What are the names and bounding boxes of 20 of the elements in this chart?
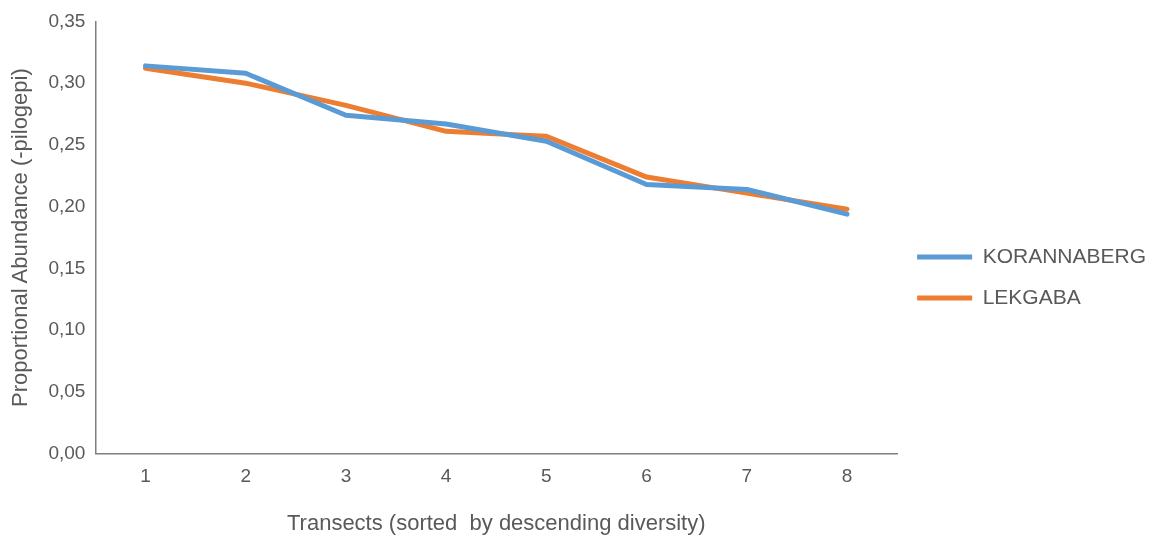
x-tick-label: 5 — [541, 465, 552, 487]
x-tick-label: 8 — [841, 465, 853, 487]
y-tick-label: 0,30 — [48, 71, 86, 93]
x-tick-label: 7 — [741, 465, 753, 487]
y-tick-label: 0,00 — [48, 442, 86, 464]
y-axis-title: Proportional Abundance (-pilogepi) — [7, 68, 33, 407]
x-tick-label: 4 — [440, 465, 452, 487]
x-tick-label: 2 — [240, 465, 251, 487]
x-tick-label: 3 — [340, 465, 352, 487]
legend-label: LEKGABA — [982, 284, 1081, 308]
x-axis-title: Transects (sorted by descending diversity) — [286, 509, 706, 535]
y-tick-label: 0,10 — [48, 318, 86, 340]
y-tick-label: 0,20 — [48, 194, 86, 216]
y-tick-label: 0,35 — [48, 9, 86, 31]
x-tick-label: 6 — [641, 465, 652, 487]
legend-label: KORANNABERG — [982, 243, 1147, 267]
y-tick-label: 0,05 — [48, 380, 86, 402]
x-tick-label: 1 — [140, 465, 151, 487]
y-tick-label: 0,15 — [48, 256, 86, 278]
y-tick-label: 0,25 — [48, 133, 86, 155]
